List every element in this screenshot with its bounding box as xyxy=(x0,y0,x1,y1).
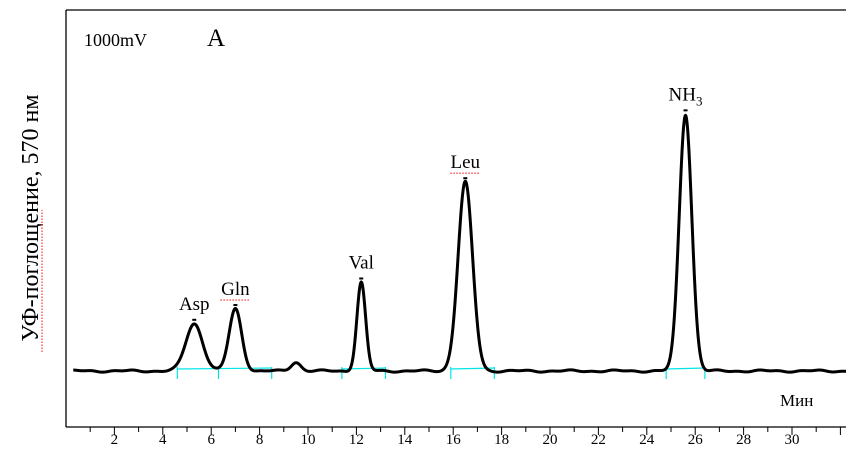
peak-label-asp: Asp xyxy=(179,294,210,315)
integration-baseline xyxy=(177,367,272,370)
x-tick-label: 24 xyxy=(639,432,655,448)
scale-label: 1000mV xyxy=(84,30,147,50)
x-axis-ticks: 2 4 6 8 10 12 14 16 18 20 22 24 26 28 30 xyxy=(89,427,841,448)
x-tick-label: 16 xyxy=(446,432,462,448)
x-tick-label: 14 xyxy=(397,432,413,448)
integration-baseline xyxy=(666,367,705,370)
x-tick-label: 30 xyxy=(785,432,800,448)
chromatogram-trace xyxy=(72,113,846,374)
x-axis-title: Мин xyxy=(780,391,813,410)
peak-label-val: Val xyxy=(349,253,374,274)
integration-markers xyxy=(176,367,706,379)
x-tick-label: 2 xyxy=(111,432,119,448)
panel-label: A xyxy=(207,25,225,52)
peak-label-gln: Gln xyxy=(221,279,250,300)
x-tick-label: 4 xyxy=(159,432,167,448)
x-tick-label: 26 xyxy=(688,432,704,448)
x-tick-label: 8 xyxy=(256,432,264,448)
peak-label-nh3: NH3 xyxy=(669,84,703,108)
x-tick-label: 28 xyxy=(736,432,751,448)
peak-apex-marks xyxy=(192,109,688,321)
x-tick-label: 20 xyxy=(543,432,558,448)
y-axis-title: УФ-поглощение, 570 нм xyxy=(18,94,44,341)
x-tick-label: 22 xyxy=(591,432,606,448)
peak-label-leu: Leu xyxy=(451,152,481,173)
x-tick-label: 6 xyxy=(207,432,215,448)
peak-labels: Asp Gln Val Leu NH3 xyxy=(179,84,703,314)
x-tick-label: 10 xyxy=(301,432,316,448)
x-tick-label: 18 xyxy=(494,432,509,448)
x-tick-label: 12 xyxy=(349,432,364,448)
